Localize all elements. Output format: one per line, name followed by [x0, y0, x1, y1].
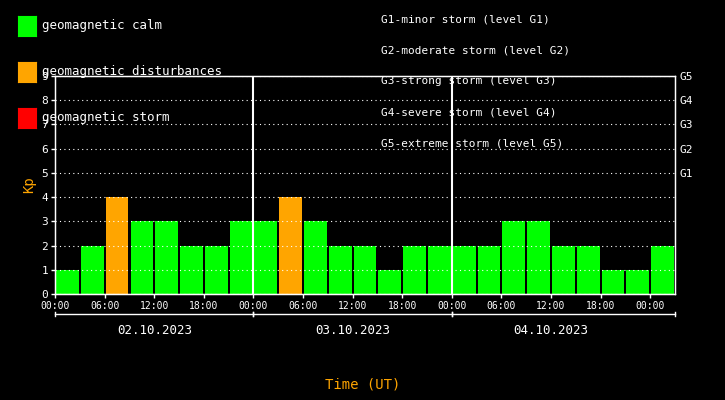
Bar [329, 246, 352, 294]
Bar [56, 270, 79, 294]
Bar [205, 246, 228, 294]
Y-axis label: Kp: Kp [22, 177, 36, 193]
Bar [304, 221, 327, 294]
Text: geomagnetic calm: geomagnetic calm [42, 20, 162, 32]
Bar [155, 221, 178, 294]
Bar [552, 246, 575, 294]
Bar [527, 221, 550, 294]
Text: 03.10.2023: 03.10.2023 [315, 324, 390, 336]
Bar [230, 221, 252, 294]
Text: G3-strong storm (level G3): G3-strong storm (level G3) [381, 76, 556, 86]
Text: G1-minor storm (level G1): G1-minor storm (level G1) [381, 14, 550, 24]
Bar [106, 197, 128, 294]
Bar [453, 246, 476, 294]
Bar [81, 246, 104, 294]
Bar [130, 221, 153, 294]
Text: geomagnetic disturbances: geomagnetic disturbances [42, 66, 222, 78]
Text: G4-severe storm (level G4): G4-severe storm (level G4) [381, 108, 556, 118]
Bar [180, 246, 203, 294]
Bar [378, 270, 401, 294]
Text: G2-moderate storm (level G2): G2-moderate storm (level G2) [381, 45, 570, 55]
Bar [577, 246, 600, 294]
Bar [502, 221, 525, 294]
Bar [651, 246, 674, 294]
Bar [602, 270, 624, 294]
Bar [354, 246, 376, 294]
Text: 02.10.2023: 02.10.2023 [117, 324, 192, 336]
Bar [428, 246, 451, 294]
Text: Time (UT): Time (UT) [325, 377, 400, 391]
Text: 04.10.2023: 04.10.2023 [513, 324, 589, 336]
Bar [626, 270, 649, 294]
Bar [254, 221, 277, 294]
Text: G5-extreme storm (level G5): G5-extreme storm (level G5) [381, 139, 563, 149]
Text: geomagnetic storm: geomagnetic storm [42, 112, 170, 124]
Bar [279, 197, 302, 294]
Bar [403, 246, 426, 294]
Bar [478, 246, 500, 294]
